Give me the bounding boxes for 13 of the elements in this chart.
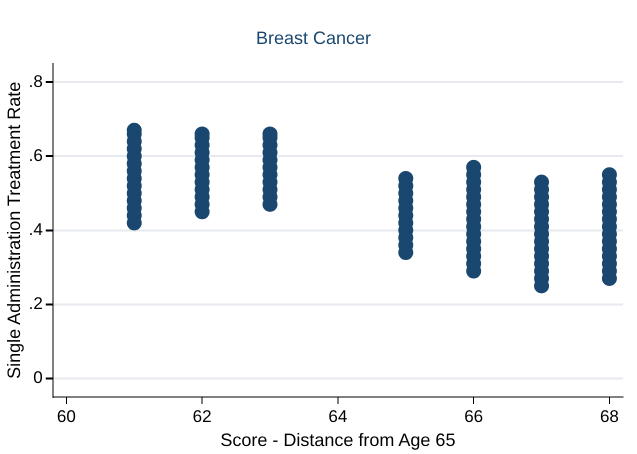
- y-axis-title: Single Administration Treatment Rate: [4, 82, 24, 379]
- y-tick-label: .6: [28, 146, 43, 165]
- chart-title: Breast Cancer: [256, 28, 372, 48]
- x-tick-label: 60: [56, 406, 76, 426]
- y-tick-label: .2: [28, 294, 43, 314]
- x-tick-label: 68: [600, 406, 619, 426]
- x-tick-label: 62: [192, 406, 212, 426]
- x-tick-label: 66: [464, 406, 484, 426]
- x-axis-title: Score - Distance from Age 65: [220, 430, 456, 450]
- x-tick-label: 64: [328, 406, 348, 426]
- y-tick-label: .4: [28, 220, 43, 239]
- y-tick-label: .8: [28, 72, 43, 91]
- y-tick-label: 0: [33, 368, 43, 388]
